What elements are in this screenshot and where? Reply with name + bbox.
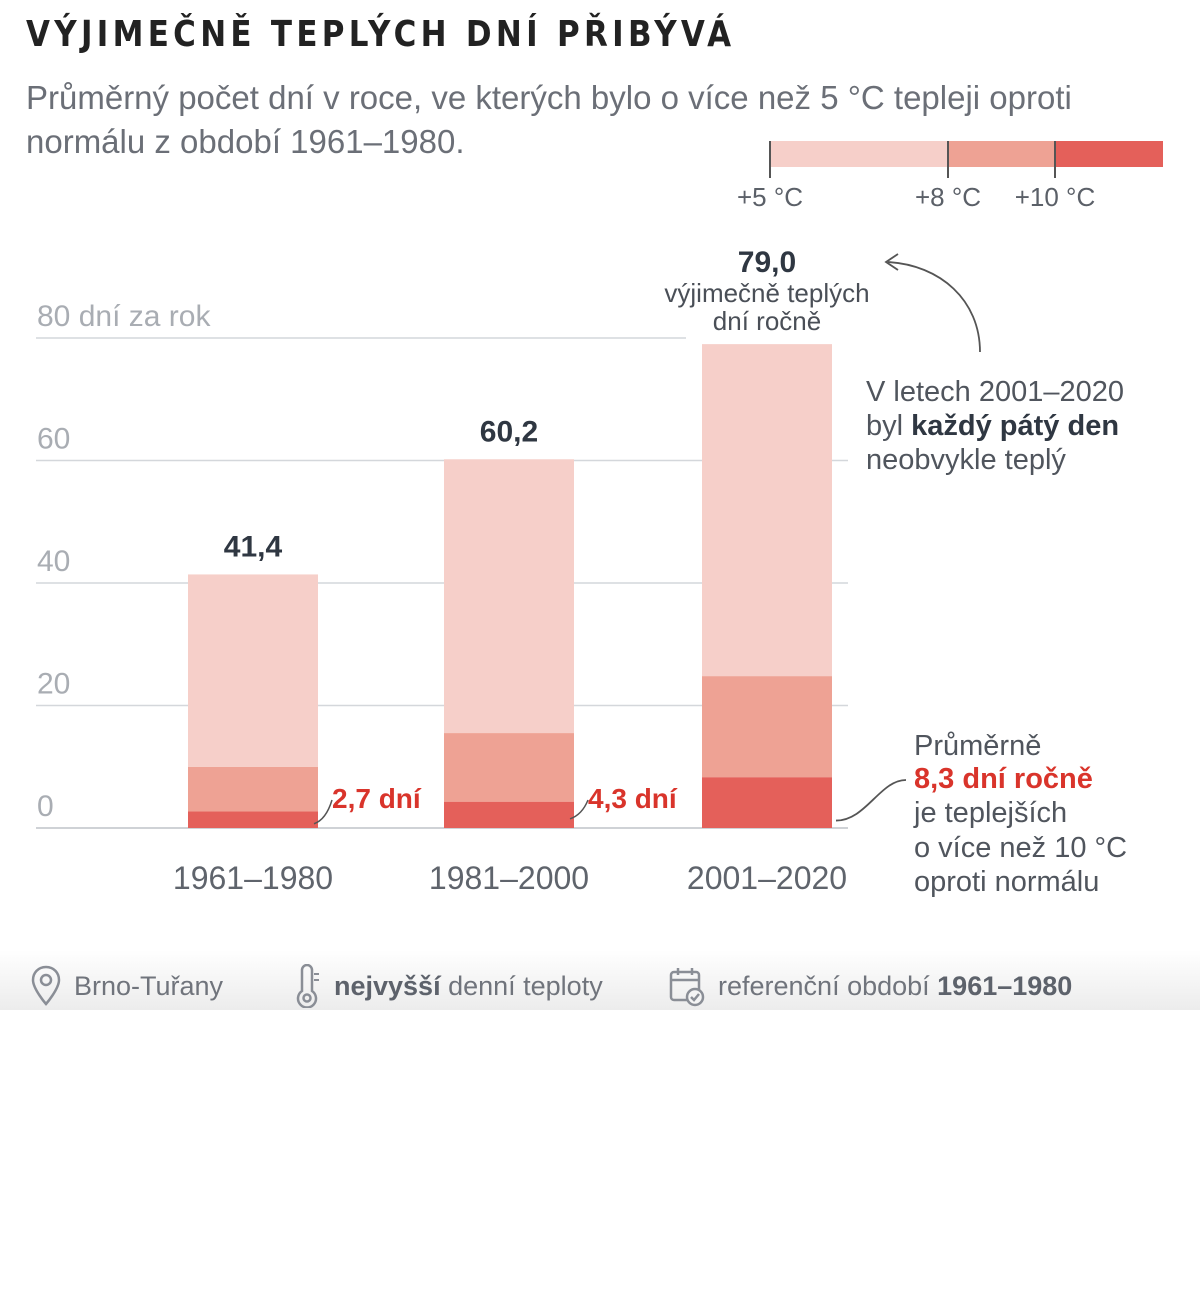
thermometer-icon	[296, 964, 319, 1008]
share-text: byl	[866, 410, 911, 442]
hot-annotation-line: o více než 10 °C	[914, 832, 1127, 864]
footer-temperature: nejvyšší denní teploty	[292, 964, 603, 1008]
footer-period-text: referenční období	[718, 970, 938, 1001]
bar-segment	[444, 801, 574, 828]
legend-label: +5 °C	[737, 182, 803, 212]
y-tick-label: 20	[37, 668, 70, 701]
legend-swatch	[770, 141, 948, 167]
y-tick-label: 0	[37, 790, 54, 823]
leader-line	[313, 799, 333, 825]
footer-temperature-text: denní teploty	[440, 970, 603, 1001]
footer: Brno-Tuřany nejvyšší denní teploty refer…	[0, 950, 1200, 1010]
footer-period: referenční období 1961–1980	[668, 964, 1072, 1008]
bar-segment	[444, 733, 574, 802]
hot-annotation-line: oproti normálu	[914, 866, 1099, 898]
leader-line	[835, 779, 907, 822]
share-bold: každý pátý den	[911, 410, 1119, 442]
calendar-icon	[669, 968, 705, 1007]
total-label: 60,2	[480, 415, 538, 448]
share-line: neobvykle teplý	[866, 444, 1066, 476]
hot-annotation-line: Průměrně	[914, 730, 1041, 762]
bar-segment	[188, 766, 318, 812]
hot-days-label: 2,7 dní	[332, 783, 422, 814]
share-line: byl každý pátý den	[866, 410, 1119, 442]
bar-segment	[702, 777, 832, 828]
bar-segment	[702, 344, 832, 677]
chart-title: VÝJIMEČNĚ TEPLÝCH DNÍ PŘIBÝVÁ	[26, 14, 736, 55]
arrow-head	[884, 253, 899, 271]
bar-segment	[702, 676, 832, 778]
labels: 1961–1980 41,4 1981–2000 60,2 2001–2020 79,0 2…	[173, 246, 847, 896]
share-line: V letech 2001–2020	[866, 376, 1124, 408]
footer-period-bold: 1961–1980	[937, 970, 1073, 1001]
bar-segment	[188, 574, 318, 767]
y-tick-label: 40	[37, 545, 70, 578]
legend-label: +10 °C	[1015, 182, 1096, 212]
hot-days-label: 4,3 dní	[588, 783, 678, 814]
stacked-bar-chart: +5 °C +8 °C +10 °C 0 20 40 60 80 dní za rok 19…	[36, 141, 1163, 898]
legend-label: +8 °C	[915, 182, 981, 212]
chart-subtitle: Průměrný počet dní v roce, ve kterých by…	[26, 79, 1072, 160]
footer-location: Brno-Tuřany	[30, 964, 223, 1008]
hot-annotation-line: 8,3 dní ročně	[914, 763, 1093, 795]
arrow-curve	[887, 261, 981, 353]
leader-line	[569, 799, 589, 820]
hot-annotation-line: je teplejších	[913, 797, 1067, 829]
x-tick-label: 1981–2000	[429, 860, 589, 896]
footer-temperature-bold: nejvyšší	[334, 970, 441, 1001]
top-caption-line: dní ročně	[713, 306, 821, 336]
legend-swatch	[948, 141, 1055, 167]
top-caption-line: výjimečně teplých	[664, 278, 869, 308]
x-tick-label: 2001–2020	[687, 860, 847, 896]
total-label: 79,0	[738, 246, 796, 279]
bar-segment	[444, 459, 574, 734]
total-label: 41,4	[224, 530, 283, 563]
x-tick-label: 1961–1980	[173, 860, 333, 896]
y-tick-label: 60	[37, 423, 70, 456]
bars	[188, 344, 832, 828]
bar-segment	[188, 811, 318, 828]
location-pin-icon	[31, 965, 61, 1006]
y-tick-label: 80 dní za rok	[37, 300, 211, 333]
footer-location-text: Brno-Tuřany	[74, 970, 224, 1001]
legend: +5 °C +8 °C +10 °C	[737, 141, 1163, 212]
legend-swatch	[1055, 141, 1163, 167]
